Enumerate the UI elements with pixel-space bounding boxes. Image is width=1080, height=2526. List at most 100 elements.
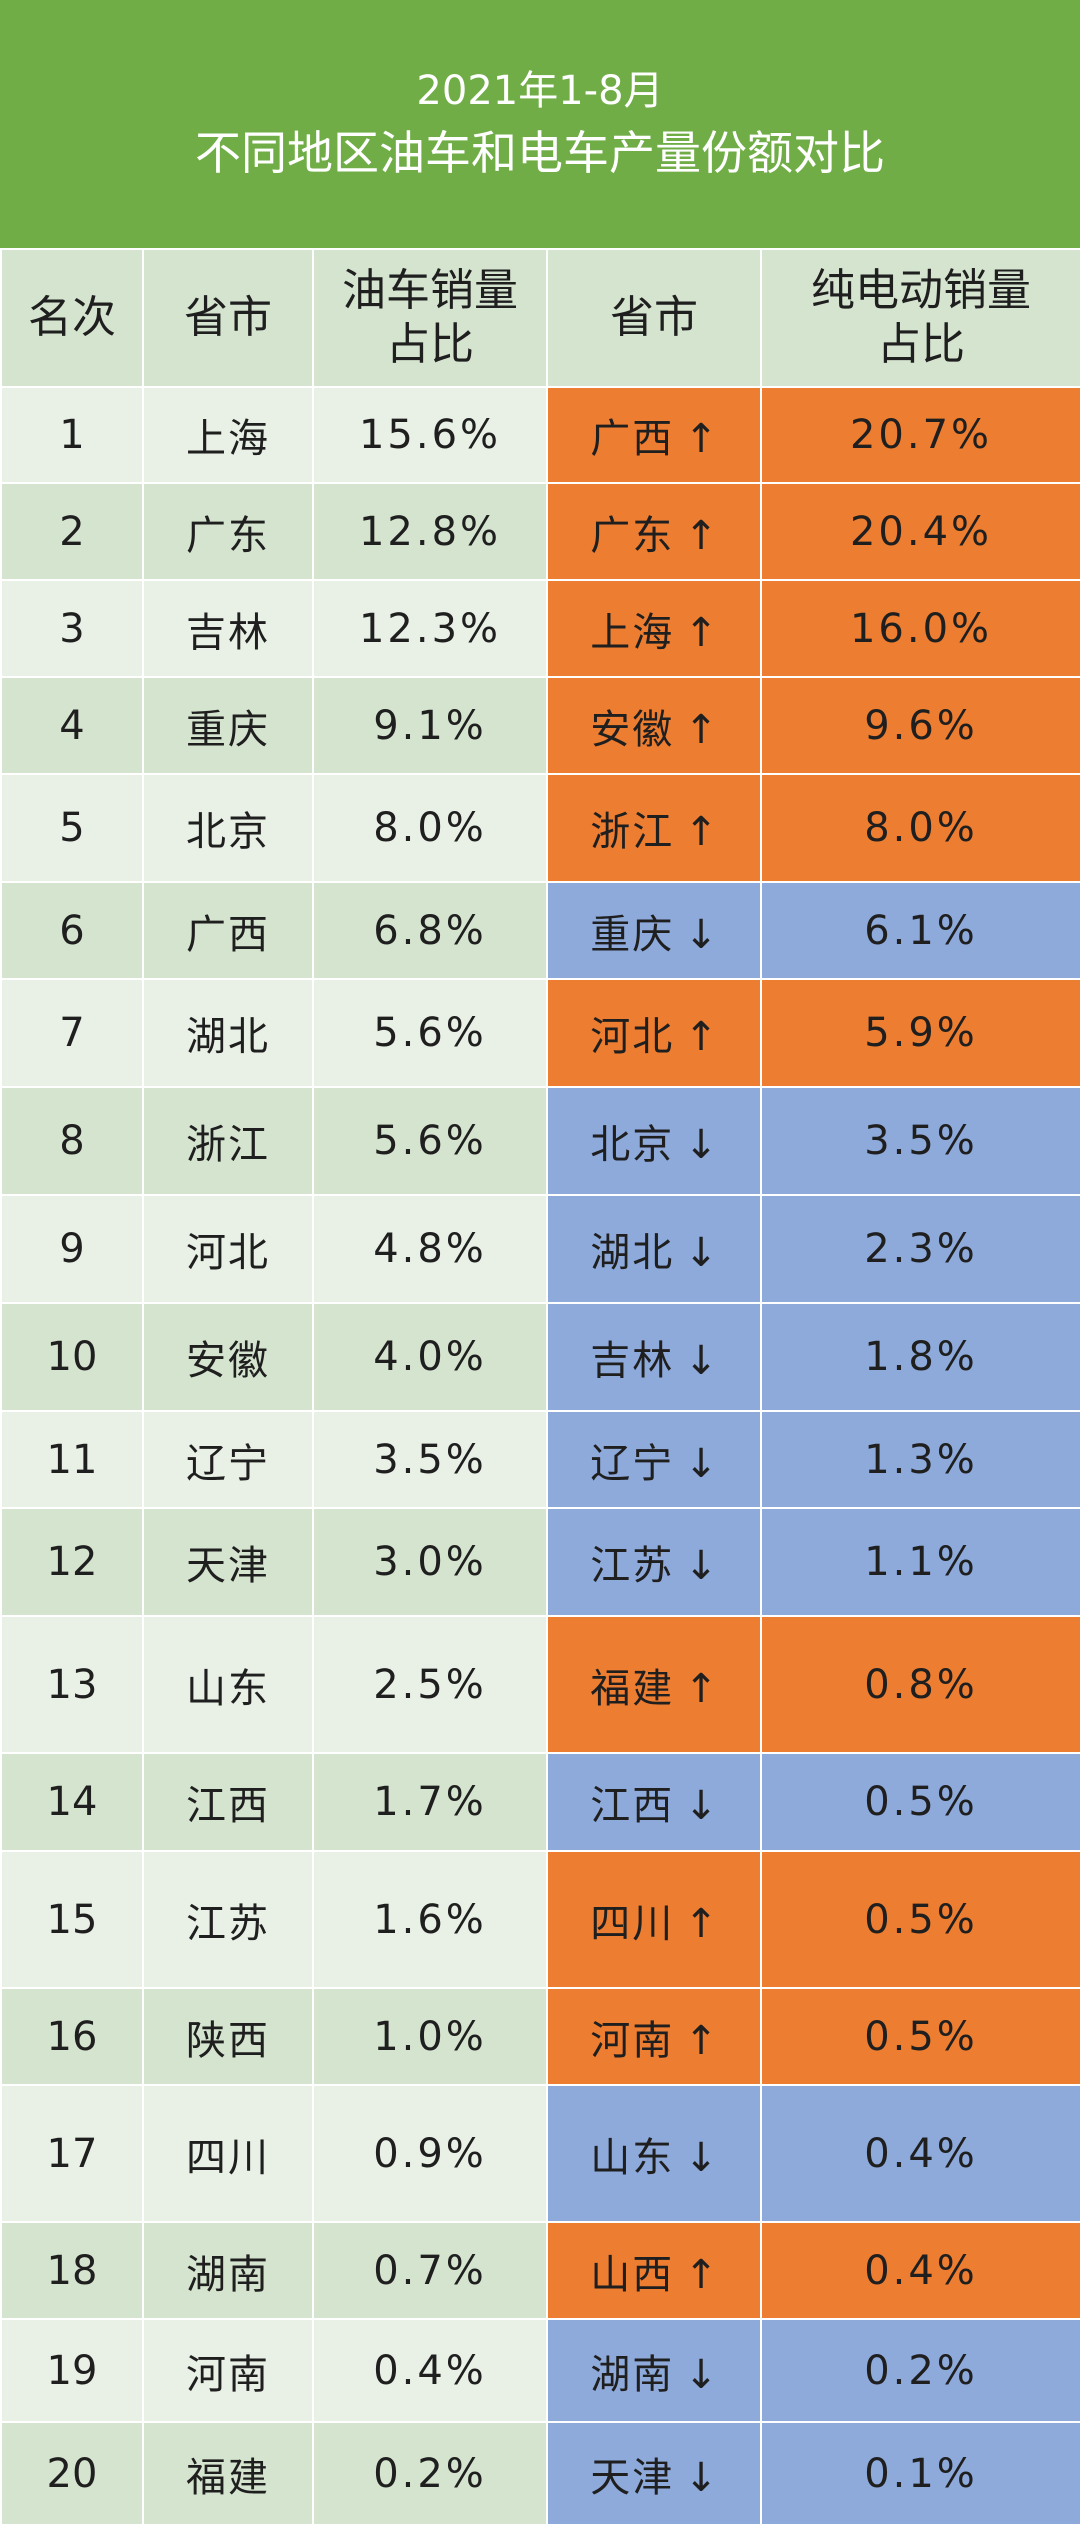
province-cell: 重庆 <box>142 676 314 775</box>
ev-province-name: 吉林 <box>590 1338 675 1384</box>
ev-province-name: 湖北 <box>590 1230 675 1276</box>
table-row: 6 广西 6.8% 重庆 ↓ 6.1% <box>0 881 1080 980</box>
comparison-table: 名次 省市 油车销量占比 省市 纯电动销量占比 1 上海 15.6% 广西 ↑ 20.7%… <box>0 248 1080 2526</box>
table-row: 17 四川 0.9% 山东 ↓ 0.4% <box>0 2084 1080 2223</box>
rank-cell: 7 <box>0 978 144 1088</box>
rank-cell: 4 <box>0 676 144 775</box>
ev-province-name: 北京 <box>590 1122 675 1168</box>
rank-cell: 14 <box>0 1752 144 1852</box>
arrow-down-icon: ↓ <box>684 1440 718 1487</box>
ev-share-cell: 0.8% <box>760 1615 1080 1754</box>
fuel-share-cell: 12.3% <box>312 579 548 678</box>
ev-province-cell: 安徽 ↑ <box>546 676 762 775</box>
fuel-share-cell: 1.0% <box>312 1987 548 2086</box>
province-cell: 山东 <box>142 1615 314 1754</box>
rank-cell: 19 <box>0 2318 144 2423</box>
ev-share-cell: 0.4% <box>760 2221 1080 2320</box>
fuel-share-cell: 4.0% <box>312 1302 548 1412</box>
rank-cell: 15 <box>0 1850 144 1989</box>
ev-province-name: 山东 <box>590 2134 675 2181</box>
province-cell: 福建 <box>142 2421 314 2526</box>
arrow-down-icon: ↓ <box>684 911 718 958</box>
ev-share-cell: 20.7% <box>760 386 1080 484</box>
fuel-share-cell: 1.6% <box>312 1850 548 1989</box>
ev-share-cell: 0.5% <box>760 1987 1080 2086</box>
arrow-down-icon: ↓ <box>684 1338 718 1384</box>
ev-province-cell: 北京 ↓ <box>546 1086 762 1196</box>
ev-province-cell: 湖南 ↓ <box>546 2318 762 2423</box>
ev-province-cell: 河北 ↑ <box>546 978 762 1088</box>
arrow-up-icon: ↑ <box>684 1665 718 1712</box>
ev-share-cell: 1.3% <box>760 1410 1080 1509</box>
arrow-up-icon: ↑ <box>684 706 718 753</box>
rank-cell: 20 <box>0 2421 144 2526</box>
ev-share-cell: 3.5% <box>760 1086 1080 1196</box>
ev-province-name: 广东 <box>590 512 675 559</box>
ev-share-cell: 0.1% <box>760 2421 1080 2526</box>
province-cell: 安徽 <box>142 1302 314 1412</box>
arrow-up-icon: ↑ <box>684 2251 718 2298</box>
fuel-share-cell: 1.7% <box>312 1752 548 1852</box>
arrow-up-icon: ↑ <box>684 1014 718 1060</box>
table-row: 13 山东 2.5% 福建 ↑ 0.8% <box>0 1615 1080 1754</box>
rank-cell: 8 <box>0 1086 144 1196</box>
rank-cell: 1 <box>0 386 144 484</box>
province-cell: 河南 <box>142 2318 314 2423</box>
arrow-down-icon: ↓ <box>684 2454 718 2501</box>
ev-province-name: 天津 <box>590 2454 675 2501</box>
rank-cell: 9 <box>0 1194 144 1304</box>
fuel-share-cell: 12.8% <box>312 482 548 581</box>
province-cell: 江西 <box>142 1752 314 1852</box>
rank-cell: 11 <box>0 1410 144 1509</box>
ev-share-cell: 1.8% <box>760 1302 1080 1412</box>
ev-province-cell: 广西 ↑ <box>546 386 762 484</box>
table-row: 18 湖南 0.7% 山西 ↑ 0.4% <box>0 2221 1080 2320</box>
ev-province-name: 山西 <box>590 2251 675 2298</box>
rank-cell: 5 <box>0 773 144 883</box>
province-cell: 辽宁 <box>142 1410 314 1509</box>
province-cell: 广西 <box>142 881 314 980</box>
fuel-share-cell: 5.6% <box>312 1086 548 1196</box>
fuel-share-cell: 2.5% <box>312 1615 548 1754</box>
province-cell: 吉林 <box>142 579 314 678</box>
province-cell: 湖北 <box>142 978 314 1088</box>
table-row: 3 吉林 12.3% 上海 ↑ 16.0% <box>0 579 1080 678</box>
rank-cell: 13 <box>0 1615 144 1754</box>
ev-share-cell: 0.2% <box>760 2318 1080 2423</box>
ev-province-name: 安徽 <box>590 706 675 753</box>
fuel-share-cell: 5.6% <box>312 978 548 1088</box>
table-row: 4 重庆 9.1% 安徽 ↑ 9.6% <box>0 676 1080 775</box>
table-row: 16 陕西 1.0% 河南 ↑ 0.5% <box>0 1987 1080 2086</box>
ev-province-cell: 吉林 ↓ <box>546 1302 762 1412</box>
ev-province-name: 上海 <box>590 609 675 656</box>
rank-cell: 3 <box>0 579 144 678</box>
fuel-share-cell: 0.4% <box>312 2318 548 2423</box>
ev-province-name: 河北 <box>590 1014 675 1060</box>
arrow-up-icon: ↑ <box>684 416 718 462</box>
fuel-share-cell: 0.7% <box>312 2221 548 2320</box>
ev-province-name: 重庆 <box>590 911 675 958</box>
title-line-1: 2021年1-8月 <box>416 68 664 114</box>
ev-province-cell: 浙江 ↑ <box>546 773 762 883</box>
ev-province-cell: 山东 ↓ <box>546 2084 762 2223</box>
ev-province-name: 浙江 <box>590 809 675 855</box>
province-cell: 湖南 <box>142 2221 314 2320</box>
province-cell: 上海 <box>142 386 314 484</box>
table-row: 10 安徽 4.0% 吉林 ↓ 1.8% <box>0 1302 1080 1412</box>
fuel-share-cell: 6.8% <box>312 881 548 980</box>
ev-share-cell: 9.6% <box>760 676 1080 775</box>
ev-province-cell: 江西 ↓ <box>546 1752 762 1852</box>
ev-province-name: 河南 <box>590 2017 675 2064</box>
arrow-down-icon: ↓ <box>684 1230 718 1276</box>
table-row: 5 北京 8.0% 浙江 ↑ 8.0% <box>0 773 1080 883</box>
table-row: 19 河南 0.4% 湖南 ↓ 0.2% <box>0 2318 1080 2423</box>
arrow-down-icon: ↓ <box>684 1783 718 1829</box>
ev-province-name: 辽宁 <box>590 1440 675 1487</box>
col-header-rank: 名次 <box>0 248 144 388</box>
ev-province-cell: 江苏 ↓ <box>546 1507 762 1617</box>
rank-cell: 6 <box>0 881 144 980</box>
rank-cell: 2 <box>0 482 144 581</box>
fuel-share-cell: 0.2% <box>312 2421 548 2526</box>
ev-province-cell: 湖北 ↓ <box>546 1194 762 1304</box>
table-row: 15 江苏 1.6% 四川 ↑ 0.5% <box>0 1850 1080 1989</box>
